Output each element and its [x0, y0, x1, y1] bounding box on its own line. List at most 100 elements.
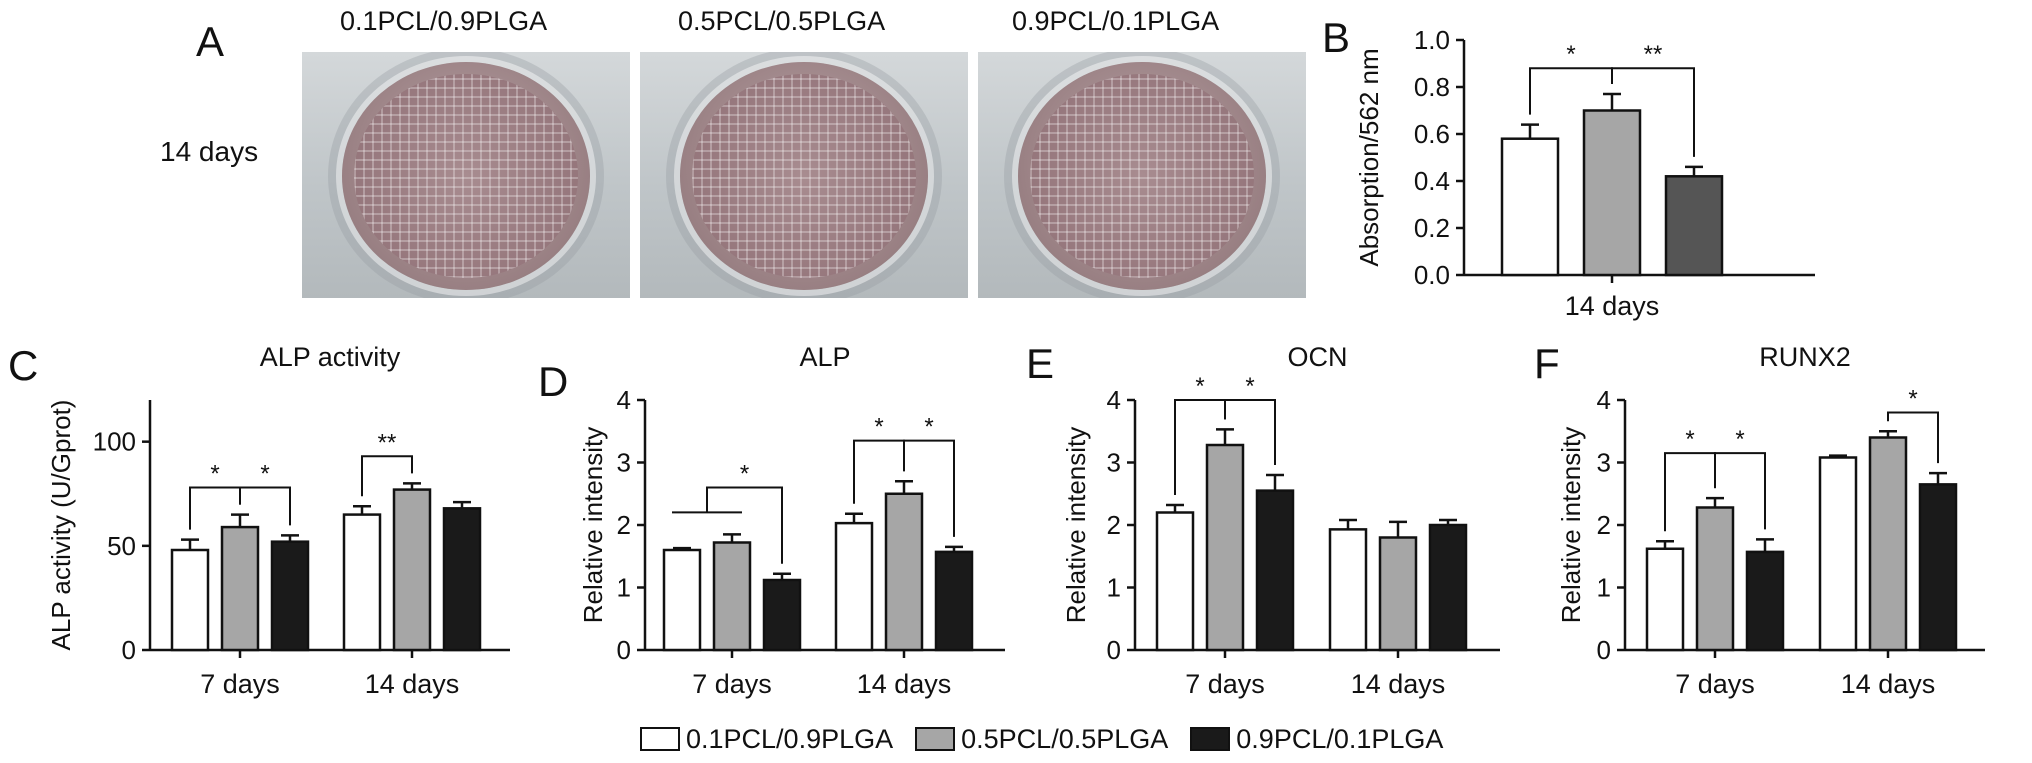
scaffold-photo-3 — [978, 52, 1306, 298]
y-tick-label-b: 0.0 — [1414, 260, 1450, 290]
significance-marker-f: * — [1735, 426, 1744, 453]
panel-letter-e: E — [1026, 340, 1054, 387]
x-tick-label-e: 14 days — [1351, 669, 1446, 699]
y-axis-label-e: Relative intensity — [1061, 427, 1091, 624]
scaffold-photo-2 — [640, 52, 968, 298]
significance-marker-c: * — [210, 461, 219, 488]
bar-b — [1500, 137, 1560, 277]
bar-e — [1328, 528, 1368, 652]
panel-letter-a: A — [196, 18, 225, 65]
y-tick-label-f: 3 — [1597, 448, 1611, 478]
y-tick-label-e: 3 — [1107, 448, 1121, 478]
significance-marker-f: * — [1685, 426, 1694, 453]
legend-label-2: 0.5PCL/0.5PLGA — [961, 723, 1169, 754]
y-tick-label-d: 3 — [617, 448, 631, 478]
significance-marker-c: ** — [378, 429, 397, 456]
panel-letter-f: F — [1534, 340, 1560, 387]
bar-c — [342, 513, 382, 652]
bar-d — [762, 578, 802, 652]
significance-bracket-f — [1887, 411, 1939, 464]
bar-d — [662, 548, 702, 652]
significance-bracket-c — [189, 486, 241, 530]
significance-bracket-b — [1611, 67, 1695, 157]
bar-c — [220, 525, 260, 652]
bar-e — [1255, 489, 1295, 652]
bar-e — [1378, 536, 1418, 652]
y-axis-label-f: Relative intensity — [1556, 427, 1586, 624]
scaffold-photo-1 — [302, 52, 630, 298]
bar-d — [884, 492, 924, 652]
panel-letter-d: D — [538, 358, 568, 405]
y-tick-label-d: 0 — [617, 635, 631, 665]
bar-e — [1428, 523, 1468, 652]
panel-a-row-label: 14 days — [160, 136, 259, 167]
y-axis-label-b: Absorption/562 nm — [1354, 48, 1384, 266]
x-tick-label-b: 14 days — [1565, 291, 1660, 321]
bar-f — [1745, 550, 1785, 652]
significance-marker-d: * — [874, 414, 883, 441]
y-tick-label-e: 1 — [1107, 573, 1121, 603]
bar-c — [170, 548, 210, 652]
x-tick-label-d: 14 days — [857, 669, 952, 699]
x-tick-label-e: 7 days — [1185, 669, 1265, 699]
significance-bracket-b — [1529, 67, 1613, 115]
bar-f — [1645, 547, 1685, 652]
chart-title-c: ALP activity — [260, 342, 401, 372]
legend: 0.1PCL/0.9PLGA 0.5PCL/0.5PLGA 0.9PCL/0.1… — [640, 722, 1443, 756]
significance-bracket-c — [361, 455, 413, 497]
legend-swatch-3 — [1190, 727, 1231, 751]
legend-label-1: 0.1PCL/0.9PLGA — [686, 723, 894, 754]
y-tick-label-c: 0 — [122, 635, 136, 665]
y-tick-label-e: 4 — [1107, 385, 1121, 415]
bar-f — [1818, 456, 1858, 652]
photo-title-3: 0.9PCL/0.1PLGA — [1012, 6, 1220, 36]
y-tick-label-c: 50 — [107, 531, 136, 561]
y-tick-label-b: 0.2 — [1414, 213, 1450, 243]
significance-marker-c: * — [260, 461, 269, 488]
significance-bracket-d — [706, 486, 783, 564]
chart-title-f: RUNX2 — [1759, 342, 1851, 372]
significance-marker-d: * — [924, 414, 933, 441]
significance-marker-f: * — [1908, 386, 1917, 413]
legend-label-3: 0.9PCL/0.1PLGA — [1236, 723, 1444, 754]
y-axis-label-c: ALP activity (U/Gprot) — [46, 400, 76, 651]
x-tick-label-c: 14 days — [365, 669, 460, 699]
y-tick-label-d: 4 — [617, 385, 631, 415]
significance-bracket-d — [903, 439, 955, 537]
y-tick-label-b: 0.8 — [1414, 72, 1450, 102]
y-tick-label-f: 4 — [1597, 385, 1611, 415]
legend-swatch-2 — [915, 727, 956, 751]
significance-marker-e: * — [1195, 373, 1204, 400]
x-tick-label-f: 14 days — [1841, 669, 1936, 699]
legend-item-1: 0.1PCL/0.9PLGA — [640, 724, 893, 755]
y-tick-label-f: 1 — [1597, 573, 1611, 603]
significance-bracket-c — [239, 486, 291, 526]
chart-title-d: ALP — [799, 342, 850, 372]
x-tick-label-c: 7 days — [200, 669, 280, 699]
y-tick-label-b: 0.6 — [1414, 119, 1450, 149]
y-tick-label-f: 0 — [1597, 635, 1611, 665]
y-tick-label-b: 0.4 — [1414, 166, 1450, 196]
significance-marker-b: * — [1566, 41, 1575, 68]
legend-item-3: 0.9PCL/0.1PLGA — [1190, 724, 1443, 755]
photo-title-2: 0.5PCL/0.5PLGA — [678, 6, 886, 36]
x-tick-label-f: 7 days — [1675, 669, 1755, 699]
y-tick-label-d: 1 — [617, 573, 631, 603]
legend-item-2: 0.5PCL/0.5PLGA — [915, 724, 1168, 755]
bar-c — [392, 488, 432, 652]
bar-e — [1155, 511, 1195, 652]
bar-b — [1664, 175, 1724, 277]
photo-title-1: 0.1PCL/0.9PLGA — [340, 6, 548, 36]
significance-bracket-e — [1224, 399, 1276, 465]
y-tick-label-e: 0 — [1107, 635, 1121, 665]
bar-d — [712, 541, 752, 652]
y-tick-label-c: 100 — [93, 427, 136, 457]
panel-letter-b: B — [1322, 14, 1350, 61]
bar-c — [270, 540, 310, 652]
significance-bracket-f — [1714, 452, 1766, 530]
significance-marker-d: * — [740, 461, 749, 488]
legend-swatch-1 — [640, 727, 680, 751]
bar-c — [442, 507, 482, 652]
bar-b — [1582, 109, 1642, 277]
